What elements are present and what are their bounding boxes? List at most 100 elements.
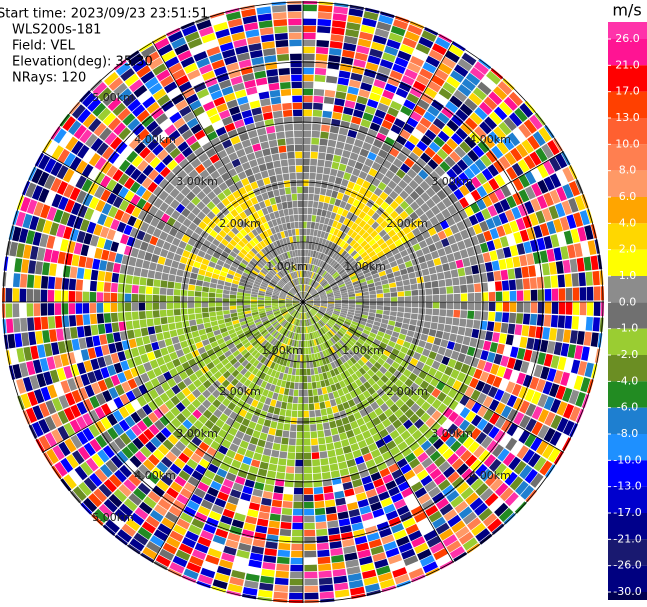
radar-cell <box>473 348 483 359</box>
radar-cell <box>108 387 119 399</box>
radar-cell <box>122 113 136 126</box>
radar-cell <box>405 388 415 398</box>
radar-cell <box>330 259 336 267</box>
radar-cell <box>80 461 94 476</box>
radar-cell <box>313 316 319 322</box>
radar-cell <box>239 262 247 269</box>
radar-cell <box>188 314 196 321</box>
radar-cell <box>375 397 385 407</box>
radar-cell <box>273 436 282 444</box>
radar-cell <box>197 323 205 331</box>
radar-cell <box>390 336 398 343</box>
radar-cell <box>245 29 260 38</box>
radar-cell <box>303 123 312 131</box>
radar-cell <box>108 441 121 454</box>
radar-cell <box>137 90 152 104</box>
radar-cell <box>293 494 303 502</box>
radar-cell <box>375 216 385 225</box>
radar-cell <box>106 229 116 241</box>
radar-cell <box>295 445 303 453</box>
radar-cell <box>186 562 202 574</box>
radar-cell <box>278 303 286 305</box>
radar-cell <box>361 265 369 272</box>
radar-cell <box>268 520 280 529</box>
radar-cell <box>149 535 165 548</box>
radar-cell <box>394 195 404 205</box>
radar-cell <box>360 240 368 248</box>
radar-cell <box>250 272 257 278</box>
radar-cell <box>379 242 388 250</box>
radar-cell <box>313 88 325 96</box>
radar-cell <box>90 79 103 92</box>
radar-cell <box>317 556 331 564</box>
radar-cell <box>465 72 481 86</box>
radar-cell <box>334 213 341 222</box>
radar-cell <box>63 226 73 240</box>
radar-cell <box>271 204 278 212</box>
radar-cell <box>321 124 330 132</box>
radar-cell <box>312 324 316 332</box>
radar-cell <box>315 409 322 417</box>
radar-cell <box>306 299 314 302</box>
radar-cell <box>187 414 198 425</box>
radar-cell <box>200 567 216 579</box>
radar-cell <box>314 222 320 230</box>
radar-cell <box>305 293 310 299</box>
radar-cell <box>367 151 377 161</box>
radar-cell <box>303 214 308 222</box>
radar-cell <box>229 443 239 453</box>
radar-cell <box>322 350 328 358</box>
radar-cell <box>479 371 490 383</box>
radar-cell <box>308 271 311 278</box>
radar-cell <box>577 226 587 242</box>
radar-cell <box>304 333 307 341</box>
radar-cell <box>297 249 301 257</box>
radar-cell <box>303 88 314 96</box>
radar-cell <box>304 305 308 312</box>
radar-cell <box>197 505 211 517</box>
radar-cell <box>503 96 518 111</box>
radar-cell <box>318 359 324 366</box>
radar-cell <box>303 11 317 19</box>
radar-cell <box>360 281 367 287</box>
radar-cell <box>174 315 182 323</box>
radar-cell <box>498 507 514 522</box>
radar-cell <box>27 317 35 331</box>
radar-cell <box>321 465 330 473</box>
radar-cell <box>226 354 235 362</box>
radar-cell <box>182 419 193 430</box>
radar-cell <box>319 278 326 285</box>
radar-cell <box>340 310 348 314</box>
radar-cell <box>203 39 219 50</box>
radar-cell <box>370 449 381 459</box>
radar-cell <box>340 337 348 344</box>
radar-cell <box>205 271 213 278</box>
radar-cell <box>252 237 260 245</box>
radar-cell <box>435 264 444 273</box>
radar-cell <box>124 302 132 312</box>
radar-cell <box>250 181 259 190</box>
radar-cell <box>504 492 519 507</box>
radar-cell <box>179 512 194 524</box>
radar-cell <box>265 412 273 421</box>
radar-cell <box>573 212 584 228</box>
radar-cell <box>222 139 233 149</box>
radar-cell <box>212 215 221 225</box>
radar-cell <box>434 240 444 250</box>
radar-cell <box>256 518 269 527</box>
radar-cell <box>306 354 310 362</box>
radar-cell <box>336 319 344 325</box>
radar-cell <box>157 256 166 265</box>
radar-cell <box>180 296 188 302</box>
radar-cell <box>235 342 244 350</box>
radar-cell <box>369 122 381 132</box>
radar-cell <box>380 497 393 508</box>
radar-cell <box>383 306 391 311</box>
radar-cell <box>309 325 313 333</box>
radar-cell <box>244 286 252 291</box>
radar-cell <box>267 76 279 84</box>
radar-cell <box>354 234 362 242</box>
radar-cell <box>91 513 104 526</box>
radar-cell <box>44 432 57 448</box>
radar-cell <box>346 211 354 220</box>
